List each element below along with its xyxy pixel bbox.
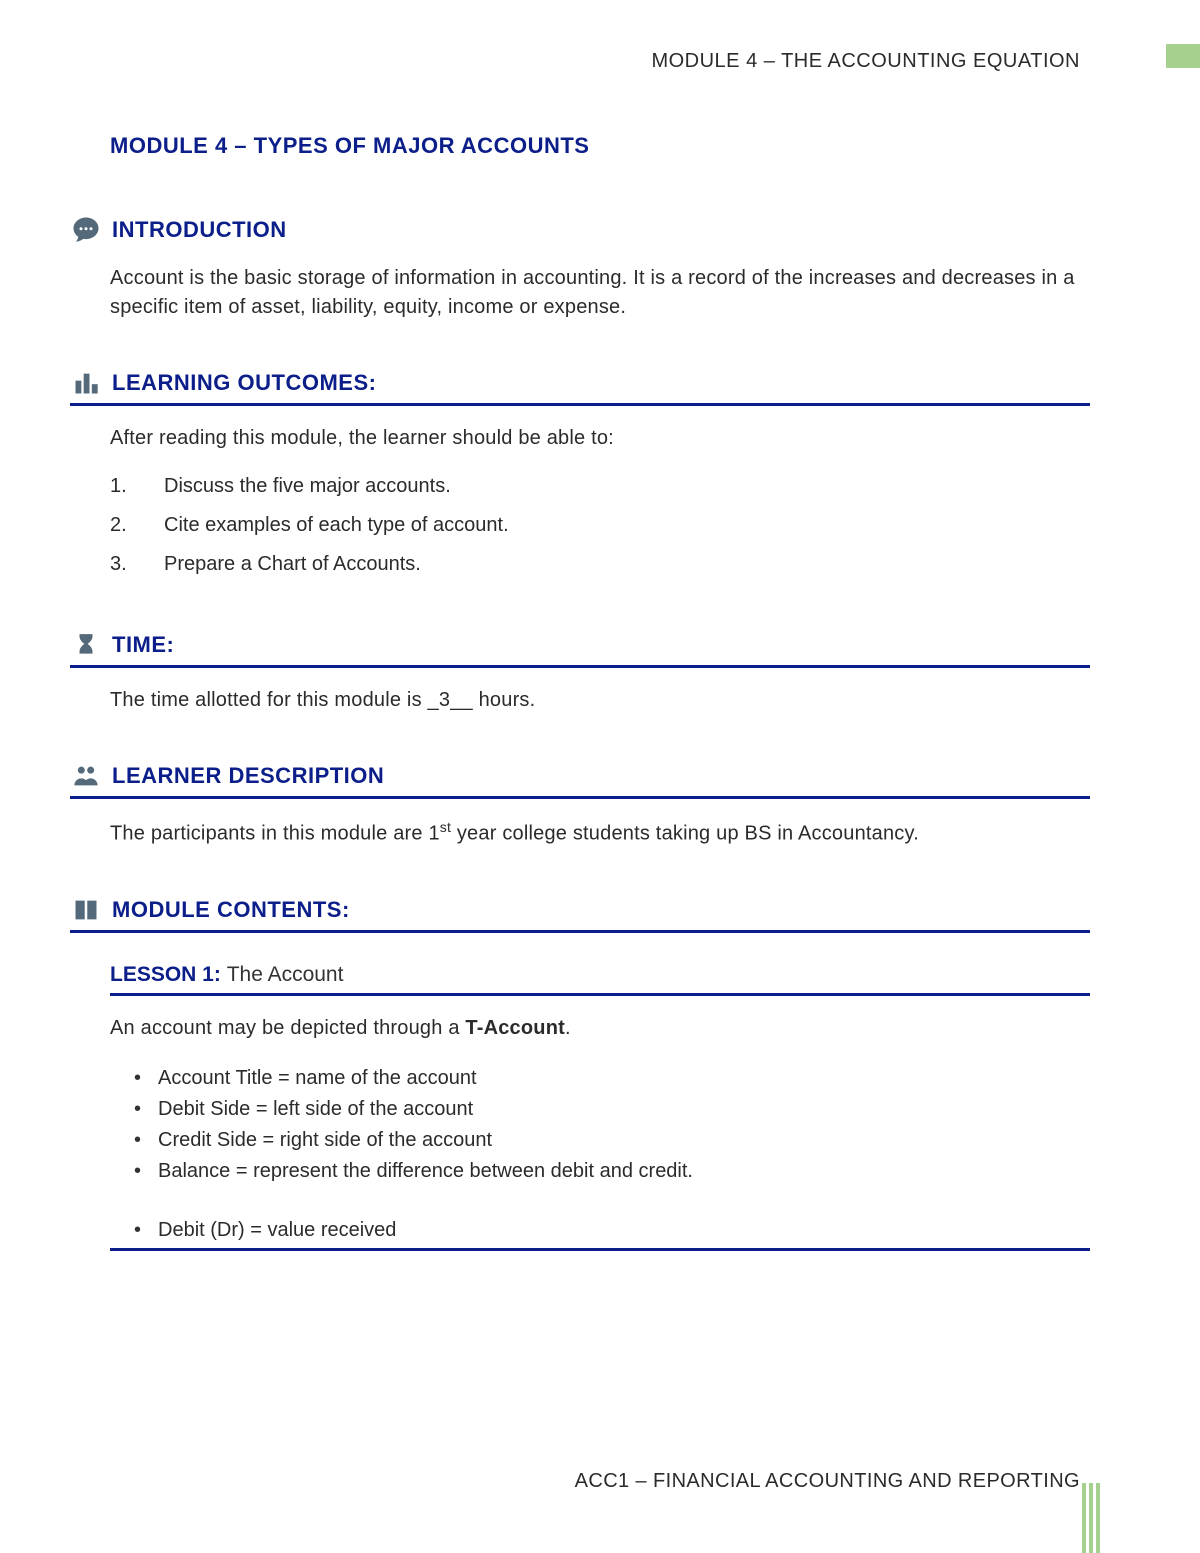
book-icon bbox=[70, 894, 102, 926]
time-body: The time allotted for this module is _3_… bbox=[110, 686, 1090, 715]
section-introduction: INTRODUCTION Account is the basic storag… bbox=[110, 214, 1090, 322]
list-item: Debit Side = left side of the account bbox=[158, 1094, 1090, 1125]
lesson-label: LESSON 1: bbox=[110, 963, 221, 986]
list-number: 1. bbox=[110, 475, 132, 498]
people-icon bbox=[70, 760, 102, 792]
module-title: MODULE 4 – TYPES OF MAJOR ACCOUNTS bbox=[110, 133, 1090, 159]
learner-description-body: The participants in this module are 1st … bbox=[110, 817, 1090, 849]
bar-chart-icon bbox=[70, 367, 102, 399]
section-header: LEARNING OUTCOMES: bbox=[70, 367, 1090, 406]
list-item: Credit Side = right side of the account bbox=[158, 1125, 1090, 1156]
section-title: LEARNER DESCRIPTION bbox=[112, 763, 384, 789]
section-learner-description: LEARNER DESCRIPTION The participants in … bbox=[110, 760, 1090, 849]
section-header: INTRODUCTION bbox=[70, 214, 1090, 246]
section-time: TIME: The time allotted for this module … bbox=[110, 629, 1090, 715]
list-item: Balance = represent the difference betwe… bbox=[158, 1156, 1090, 1187]
footer-accent-bars bbox=[1082, 1483, 1104, 1553]
section-title: TIME: bbox=[112, 632, 174, 658]
header-breadcrumb: MODULE 4 – THE ACCOUNTING EQUATION bbox=[110, 50, 1090, 73]
list-item: 1. Discuss the five major accounts. bbox=[110, 467, 1090, 506]
list-number: 3. bbox=[110, 553, 132, 576]
hourglass-icon bbox=[70, 629, 102, 661]
learning-outcomes-list: 1. Discuss the five major accounts. 2. Cite… bbox=[110, 467, 1090, 584]
lesson-bullets-2: Debit (Dr) = value received bbox=[110, 1215, 1090, 1246]
list-item: Debit (Dr) = value received bbox=[158, 1215, 1090, 1246]
section-learning-outcomes: LEARNING OUTCOMES: After reading this mo… bbox=[110, 367, 1090, 584]
list-item: 3. Prepare a Chart of Accounts. bbox=[110, 545, 1090, 584]
lesson-intro: An account may be depicted through a T-A… bbox=[110, 1014, 1090, 1043]
section-module-contents: MODULE CONTENTS: LESSON 1: The Account A… bbox=[110, 894, 1090, 1251]
time-suffix: hours. bbox=[473, 689, 536, 711]
content-bottom-rule bbox=[110, 1248, 1090, 1251]
list-item: Account Title = name of the account bbox=[158, 1063, 1090, 1094]
section-title: MODULE CONTENTS: bbox=[112, 897, 350, 923]
lesson-header: LESSON 1: The Account bbox=[110, 963, 1090, 996]
list-text: Discuss the five major accounts. bbox=[164, 475, 451, 498]
section-header: TIME: bbox=[70, 629, 1090, 668]
lesson-bullets-1: Account Title = name of the accountDebit… bbox=[110, 1063, 1090, 1187]
footer-text: ACC1 – FINANCIAL ACCOUNTING AND REPORTIN… bbox=[575, 1470, 1080, 1493]
section-header: MODULE CONTENTS: bbox=[70, 894, 1090, 933]
learning-outcomes-intro: After reading this module, the learner s… bbox=[110, 424, 1090, 453]
list-number: 2. bbox=[110, 514, 132, 537]
lesson-name-text: The Account bbox=[227, 963, 344, 986]
section-header: LEARNER DESCRIPTION bbox=[70, 760, 1090, 799]
introduction-body: Account is the basic storage of informat… bbox=[110, 264, 1090, 322]
section-title: INTRODUCTION bbox=[112, 217, 287, 243]
list-text: Prepare a Chart of Accounts. bbox=[164, 553, 421, 576]
section-title: LEARNING OUTCOMES: bbox=[112, 370, 376, 396]
page-accent-tab bbox=[1166, 44, 1200, 68]
list-text: Cite examples of each type of account. bbox=[164, 514, 509, 537]
time-hours: _3__ bbox=[428, 689, 473, 711]
speech-bubble-icon bbox=[70, 214, 102, 246]
time-prefix: The time allotted for this module is bbox=[110, 689, 428, 711]
list-item: 2. Cite examples of each type of account. bbox=[110, 506, 1090, 545]
